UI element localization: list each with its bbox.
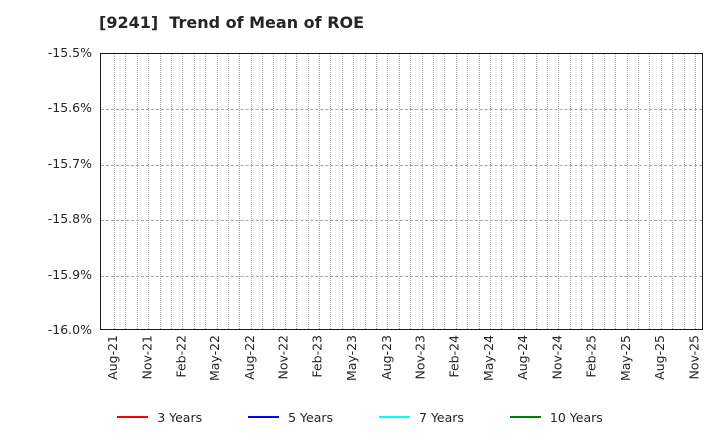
y-tick-label: -16.0% bbox=[47, 322, 92, 337]
y-tick-label: -15.9% bbox=[47, 266, 92, 282]
y-tick-label: -15.8% bbox=[47, 211, 92, 227]
horizontal-gridline bbox=[101, 275, 702, 277]
y-tick-label: -15.5% bbox=[47, 45, 92, 60]
vertical-gridline bbox=[603, 54, 605, 329]
vertical-gridline bbox=[319, 54, 321, 329]
vertical-gridline bbox=[432, 54, 434, 329]
plot-area bbox=[100, 53, 703, 330]
legend-item-7-years: 7 Years bbox=[379, 410, 464, 425]
vertical-gridline bbox=[136, 54, 138, 329]
x-tick-label: Nov-24 bbox=[549, 335, 565, 380]
vertical-gridline bbox=[478, 54, 480, 329]
legend-line-swatch bbox=[248, 416, 280, 418]
x-tick-label: Aug-22 bbox=[241, 335, 257, 380]
vertical-gridline bbox=[569, 54, 571, 329]
vertical-gridline bbox=[376, 54, 378, 329]
vertical-gridline bbox=[216, 54, 218, 329]
x-tick-label: Feb-22 bbox=[173, 335, 189, 378]
vertical-gridline bbox=[273, 54, 275, 329]
legend: 3 Years 5 Years 7 Years 10 Years bbox=[0, 404, 720, 430]
vertical-gridline bbox=[330, 54, 332, 329]
legend-item-3-years: 3 Years bbox=[117, 410, 202, 425]
legend-line-swatch bbox=[379, 416, 411, 418]
legend-label: 3 Years bbox=[157, 409, 203, 425]
vertical-gridline bbox=[387, 54, 389, 329]
y-tick-label: -15.7% bbox=[47, 155, 92, 171]
vertical-gridline bbox=[501, 54, 503, 329]
x-tick-label: May-23 bbox=[344, 335, 360, 382]
vertical-gridline bbox=[489, 54, 491, 329]
x-tick-label: Aug-24 bbox=[515, 335, 531, 380]
vertical-gridline bbox=[592, 54, 594, 329]
legend-line-swatch bbox=[117, 416, 149, 418]
x-tick-label: Nov-23 bbox=[412, 335, 428, 380]
vertical-gridline bbox=[205, 54, 207, 329]
vertical-gridline bbox=[660, 54, 662, 329]
x-tick-label: May-25 bbox=[617, 335, 633, 382]
vertical-gridline bbox=[353, 54, 355, 329]
vertical-gridline bbox=[683, 54, 685, 329]
vertical-gridline bbox=[341, 54, 343, 329]
legend-label: 5 Years bbox=[288, 409, 334, 425]
vertical-gridline bbox=[524, 54, 526, 329]
vertical-gridline bbox=[159, 54, 161, 329]
vertical-gridline bbox=[182, 54, 184, 329]
vertical-gridline bbox=[364, 54, 366, 329]
vertical-gridline bbox=[148, 54, 150, 329]
vertical-gridline bbox=[239, 54, 241, 329]
x-tick-label: Nov-22 bbox=[275, 335, 291, 380]
x-tick-label: Feb-23 bbox=[310, 335, 326, 378]
horizontal-gridline bbox=[101, 164, 702, 166]
vertical-gridline bbox=[581, 54, 583, 329]
vertical-gridline bbox=[284, 54, 286, 329]
vertical-gridline bbox=[125, 54, 127, 329]
x-tick-label: Aug-25 bbox=[651, 335, 667, 380]
vertical-gridline bbox=[410, 54, 412, 329]
legend-line-swatch bbox=[509, 416, 541, 418]
vertical-gridline bbox=[307, 54, 309, 329]
vertical-gridline bbox=[170, 54, 172, 329]
vertical-gridline bbox=[227, 54, 229, 329]
vertical-gridline bbox=[672, 54, 674, 329]
legend-item-5-years: 5 Years bbox=[248, 410, 333, 425]
vertical-gridline bbox=[455, 54, 457, 329]
y-tick-label: -15.6% bbox=[47, 100, 92, 116]
vertical-gridline bbox=[615, 54, 617, 329]
vertical-gridline bbox=[250, 54, 252, 329]
vertical-gridline bbox=[546, 54, 548, 329]
vertical-gridline bbox=[535, 54, 537, 329]
legend-label: 10 Years bbox=[549, 409, 603, 425]
chart-title: [9241] Trend of Mean of ROE bbox=[99, 13, 365, 32]
vertical-gridline bbox=[398, 54, 400, 329]
horizontal-gridline bbox=[101, 109, 702, 111]
vertical-gridline bbox=[114, 54, 115, 329]
vertical-gridline bbox=[626, 54, 628, 329]
vertical-gridline bbox=[512, 54, 514, 329]
vertical-gridline bbox=[695, 54, 696, 329]
vertical-gridline bbox=[638, 54, 640, 329]
x-tick-label: Feb-25 bbox=[583, 335, 599, 378]
legend-item-10-years: 10 Years bbox=[509, 409, 603, 425]
vertical-gridline bbox=[296, 54, 298, 329]
horizontal-gridline bbox=[101, 220, 702, 222]
vertical-gridline bbox=[193, 54, 195, 329]
x-tick-label: Feb-24 bbox=[446, 335, 462, 378]
x-tick-label: Nov-25 bbox=[686, 335, 701, 380]
vertical-gridline bbox=[649, 54, 651, 329]
x-tick-label: May-22 bbox=[207, 335, 223, 382]
x-tick-label: Aug-21 bbox=[105, 335, 120, 380]
vertical-gridline bbox=[262, 54, 264, 329]
legend-label: 7 Years bbox=[419, 409, 464, 425]
x-tick-label: Aug-23 bbox=[378, 335, 394, 380]
x-tick-label: Nov-21 bbox=[139, 335, 155, 380]
x-tick-label: May-24 bbox=[480, 335, 496, 382]
vertical-gridline bbox=[467, 54, 469, 329]
vertical-gridline bbox=[444, 54, 446, 329]
vertical-gridline bbox=[558, 54, 560, 329]
vertical-gridline bbox=[421, 54, 423, 329]
